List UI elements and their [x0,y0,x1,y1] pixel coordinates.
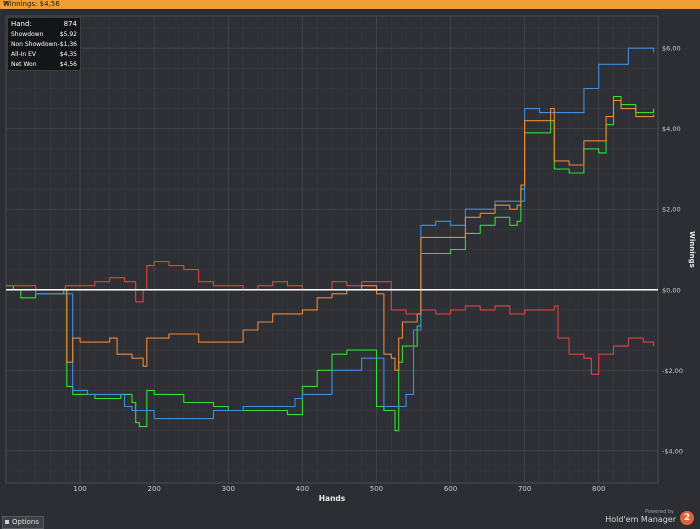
x-tick-label: 800 [592,485,605,493]
stats-label: All-In EV [11,51,36,58]
stats-label: Net Won [11,61,37,68]
powered-by-text: Powered by [645,509,674,515]
y-tick-label: $4,00 [662,125,681,133]
x-tick-label: 500 [370,485,383,493]
options-label: Options [12,518,40,526]
stats-row-net-won: Net Won $4,56 [8,60,80,70]
stats-label: Non Showdown [11,41,58,48]
series-line-all-in-ev [6,99,655,371]
stats-value: $5,92 [59,31,77,38]
window-title: Winnings: $4,56 [3,0,60,8]
stats-label: Hand: [11,20,32,28]
options-button[interactable]: Options [2,516,45,529]
footer-bar [0,512,700,528]
x-tick-label: 300 [222,485,235,493]
y-axis-label: Winnings [688,231,696,268]
stats-row-allin-ev: All-In EV $4,35 [8,50,80,60]
stats-row-hand: Hand: 874 [8,18,80,30]
x-tick-label: 700 [518,485,531,493]
stats-value: 874 [63,20,77,28]
brand-logo-icon: 2 [680,511,694,525]
stats-box: Hand: 874 Showdown $5,92 Non Showdown -$… [7,17,81,71]
series-line-showdown [6,47,655,420]
brand-name: Hold'em Manager [605,515,676,524]
stats-value: -$1,36 [57,41,77,48]
stats-value: $4,35 [59,51,77,58]
gear-icon [5,520,9,524]
stats-label: Showdown [11,31,44,38]
y-tick-label: -$2,00 [662,367,683,375]
stats-row-non-showdown: Non Showdown -$1,36 [8,40,80,50]
x-tick-label: 100 [73,485,86,493]
x-tick-label: 200 [147,485,160,493]
y-tick-label: $6,00 [662,45,681,53]
series-line-non-showdown [6,261,655,375]
x-axis-label: Hands [319,494,346,503]
x-tick-label: 600 [444,485,457,493]
stats-value: $4,56 [59,61,77,68]
y-tick-label: $2,00 [662,206,681,214]
title-bar: Winnings: $4,56 ✕ [0,0,700,9]
stats-row-showdown: Showdown $5,92 [8,30,80,40]
x-tick-label: 400 [296,485,309,493]
close-icon[interactable]: ✕ [3,0,10,8]
y-tick-label: -$4,00 [662,447,683,455]
y-tick-label: $0,00 [662,286,681,294]
